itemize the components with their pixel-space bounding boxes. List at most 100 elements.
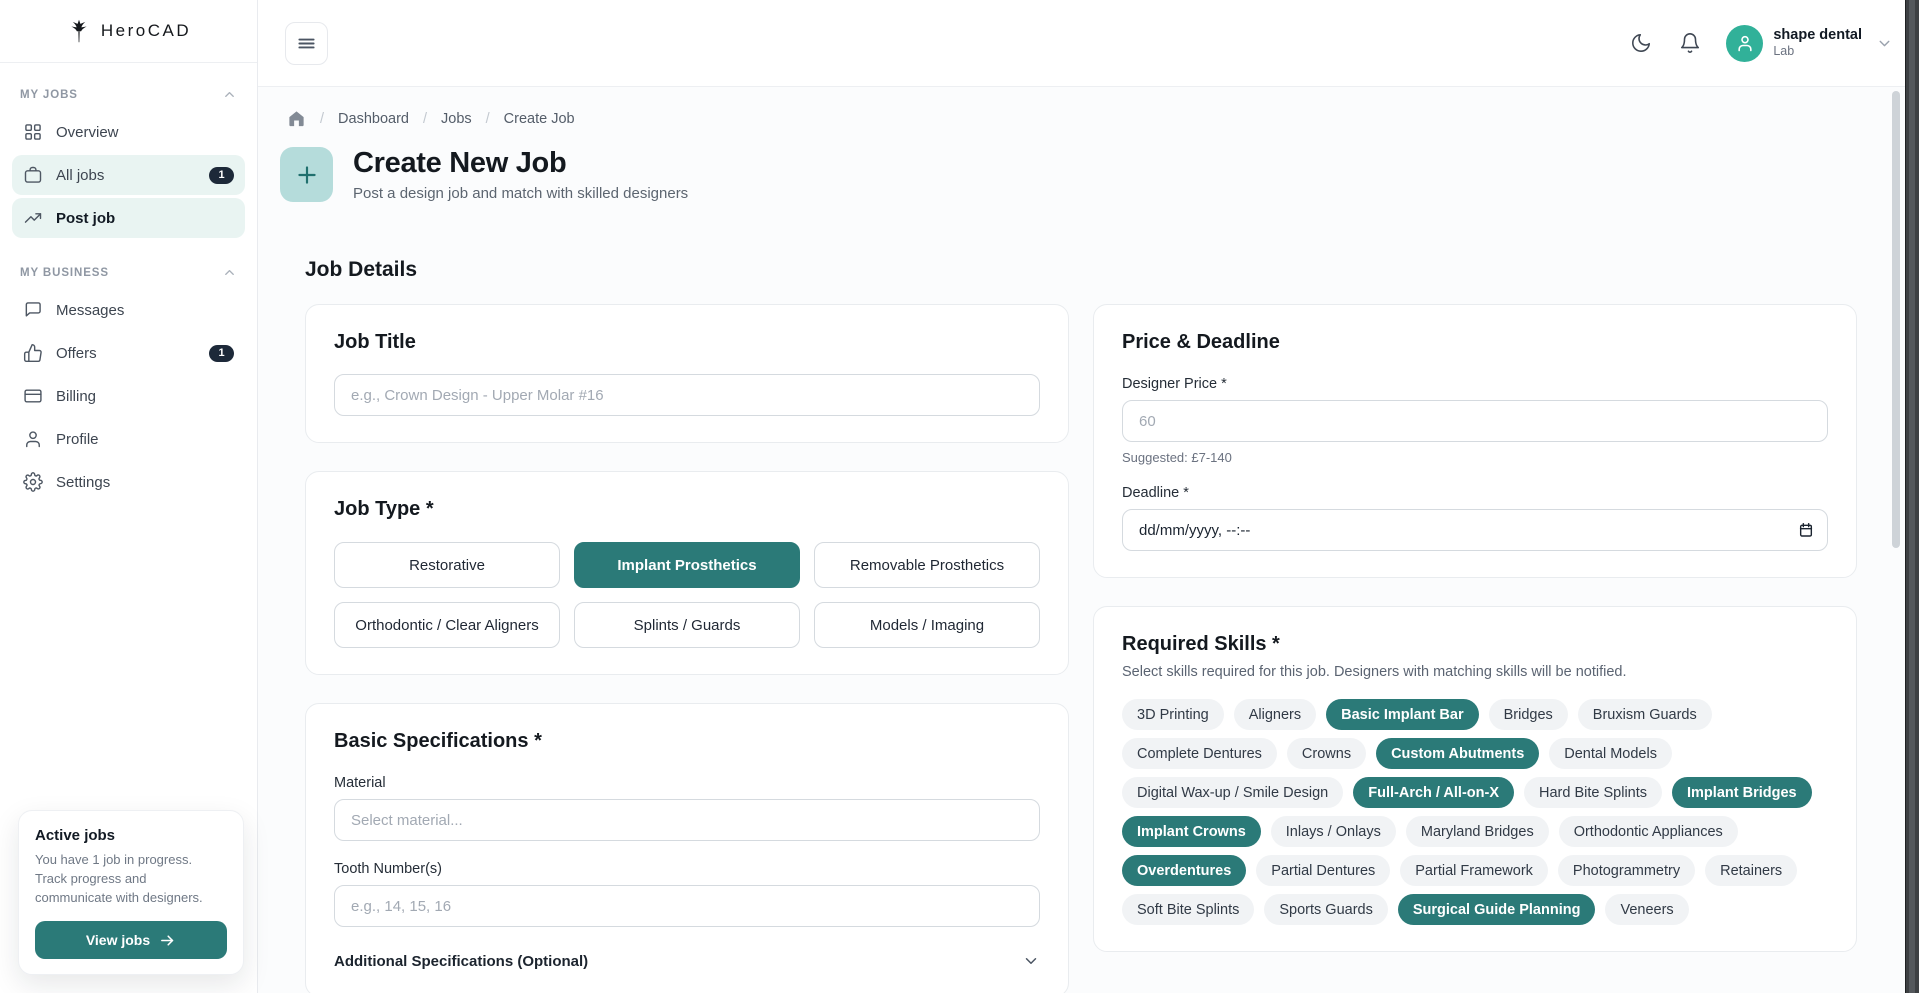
skill-chip-veneers[interactable]: Veneers	[1605, 894, 1689, 925]
sidebar-nav: MY JOBS Overview All jobs 1 Post job MY BUSIN…	[0, 63, 257, 505]
skill-chip-surgical-guide-planning[interactable]: Surgical Guide Planning	[1397, 894, 1596, 925]
sidebar-item-offers[interactable]: Offers 1	[12, 333, 245, 373]
user-menu[interactable]: shape dental Lab	[1726, 24, 1893, 62]
price-deadline-card: Price & Deadline Designer Price * Sugges…	[1093, 304, 1857, 578]
page-header: Create New Job Post a design job and mat…	[280, 147, 1857, 202]
dark-mode-button[interactable]	[1628, 30, 1654, 56]
right-column: Price & Deadline Designer Price * Sugges…	[1093, 304, 1857, 952]
menu-toggle-button[interactable]	[285, 21, 328, 65]
user-role: Lab	[1773, 44, 1795, 59]
job-title-input[interactable]	[334, 374, 1040, 416]
breadcrumb-separator: /	[485, 110, 490, 127]
skill-chip-retainers[interactable]: Retainers	[1705, 855, 1798, 886]
skill-chip-dental-models[interactable]: Dental Models	[1549, 738, 1672, 769]
skill-chip-crowns[interactable]: Crowns	[1286, 738, 1367, 769]
job-type-removable-prosthetics[interactable]: Removable Prosthetics	[814, 542, 1040, 588]
additional-specs-toggle[interactable]: Additional Specifications (Optional)	[334, 952, 1040, 970]
skill-chip-implant-crowns[interactable]: Implant Crowns	[1122, 816, 1261, 847]
designer-price-input[interactable]	[1122, 400, 1828, 442]
skill-chip-maryland-bridges[interactable]: Maryland Bridges	[1405, 816, 1549, 847]
briefcase-icon	[23, 165, 43, 185]
breadcrumb-item-create-job[interactable]: Create Job	[503, 110, 575, 127]
nav-section-label: MY BUSINESS	[20, 266, 109, 279]
trending-up-icon	[23, 208, 43, 228]
job-type-heading: Job Type *	[334, 498, 434, 520]
tooth-number-input[interactable]	[334, 885, 1040, 927]
skill-chip-full-arch-all-on-x[interactable]: Full-Arch / All-on-X	[1353, 777, 1515, 808]
skill-chip-implant-bridges[interactable]: Implant Bridges	[1672, 777, 1812, 808]
notifications-button[interactable]	[1677, 30, 1703, 56]
moon-icon	[1632, 33, 1651, 52]
skill-chip-sports-guards[interactable]: Sports Guards	[1264, 894, 1388, 925]
plus-icon	[280, 147, 333, 202]
deadline-input[interactable]	[1122, 509, 1828, 551]
skill-chip-custom-abutments[interactable]: Custom Abutments	[1376, 738, 1540, 769]
sidebar-item-label: Billing	[56, 387, 97, 405]
sidebar-item-post-job[interactable]: Post job	[12, 198, 245, 238]
job-title-card: Job Title	[305, 304, 1069, 443]
window-edge	[1905, 0, 1919, 993]
job-type-restorative[interactable]: Restorative	[334, 542, 560, 588]
chevron-up-icon	[225, 92, 234, 97]
chevron-up-icon	[225, 270, 234, 275]
brand-name: HeroCAD	[100, 21, 192, 40]
nav-section-header-my-jobs[interactable]: MY JOBS	[12, 77, 245, 112]
section-heading: Job Details	[305, 258, 418, 281]
skill-chip-complete-dentures[interactable]: Complete Dentures	[1122, 738, 1277, 769]
skill-chip-soft-bite-splints[interactable]: Soft Bite Splints	[1122, 894, 1255, 925]
basic-specs-card: Basic Specifications * Material Tooth Nu…	[305, 703, 1069, 993]
sidebar-item-label: Profile	[56, 430, 99, 448]
brand-logo[interactable]: HeroCAD	[0, 0, 257, 63]
main-area: shape dental Lab / Dashboard / Jobs / Cr…	[258, 0, 1919, 993]
breadcrumb-separator: /	[422, 110, 427, 127]
page-subtitle: Post a design job and match with skilled…	[353, 185, 689, 202]
job-type-options: Restorative Implant Prosthetics Removable …	[334, 542, 1040, 648]
skill-chip-photogrammetry[interactable]: Photogrammetry	[1557, 855, 1696, 886]
job-type-implant-prosthetics[interactable]: Implant Prosthetics	[574, 542, 800, 588]
sidebar-item-profile[interactable]: Profile	[12, 419, 245, 459]
gear-icon	[23, 472, 43, 492]
required-skills-subtitle: Select skills required for this job. Des…	[1122, 664, 1627, 680]
breadcrumb-item-dashboard[interactable]: Dashboard	[338, 110, 409, 127]
hamburger-icon	[298, 38, 315, 48]
price-deadline-heading: Price & Deadline	[1122, 331, 1280, 353]
skill-chip-basic-implant-bar[interactable]: Basic Implant Bar	[1326, 699, 1479, 730]
sidebar-item-label: All jobs	[56, 166, 105, 184]
sidebar-item-settings[interactable]: Settings	[12, 462, 245, 502]
sidebar: HeroCAD MY JOBS Overview All jobs 1 Post job…	[0, 0, 258, 993]
required-skills-heading: Required Skills *	[1122, 633, 1280, 655]
left-column: Job Title Job Type * Restorative Implant …	[305, 304, 1069, 993]
skill-chip-hard-bite-splints[interactable]: Hard Bite Splints	[1524, 777, 1663, 808]
sidebar-item-overview[interactable]: Overview	[12, 112, 245, 152]
skill-chip-partial-dentures[interactable]: Partial Dentures	[1256, 855, 1391, 886]
job-type-splints-guards[interactable]: Splints / Guards	[574, 602, 800, 648]
bell-icon	[1681, 33, 1700, 53]
skill-chip-partial-framework[interactable]: Partial Framework	[1400, 855, 1548, 886]
skill-chip-bruxism-guards[interactable]: Bruxism Guards	[1577, 699, 1712, 730]
topbar: shape dental Lab	[258, 0, 1919, 87]
material-input[interactable]	[334, 799, 1040, 841]
skill-chip-digital-wax-up-smile-design[interactable]: Digital Wax-up / Smile Design	[1122, 777, 1344, 808]
view-jobs-button[interactable]: View jobs	[35, 921, 227, 959]
nav-section-label: MY JOBS	[20, 88, 78, 101]
job-type-orthodontic-clear-aligners[interactable]: Orthodontic / Clear Aligners	[334, 602, 560, 648]
avatar	[1726, 24, 1764, 62]
skill-chip-overdentures[interactable]: Overdentures	[1122, 855, 1247, 886]
job-type-models-imaging[interactable]: Models / Imaging	[814, 602, 1040, 648]
thumbs-up-icon	[23, 343, 43, 363]
sidebar-item-billing[interactable]: Billing	[12, 376, 245, 416]
skill-chip-orthodontic-appliances[interactable]: Orthodontic Appliances	[1558, 816, 1738, 847]
skill-chip-bridges[interactable]: Bridges	[1488, 699, 1568, 730]
suggested-price-text: Suggested: £7-140	[1122, 450, 1232, 465]
breadcrumb-item-jobs[interactable]: Jobs	[441, 110, 472, 127]
home-icon[interactable]	[287, 109, 306, 128]
sidebar-item-all-jobs[interactable]: All jobs 1	[12, 155, 245, 195]
count-badge: 1	[209, 166, 234, 184]
skill-chip-inlays-onlays[interactable]: Inlays / Onlays	[1270, 816, 1396, 847]
nav-section-header-my-business[interactable]: MY BUSINESS	[12, 255, 245, 290]
skill-chip-aligners[interactable]: Aligners	[1233, 699, 1317, 730]
skill-chip-3d-printing[interactable]: 3D Printing	[1122, 699, 1224, 730]
page-scrollbar-thumb[interactable]	[1892, 91, 1900, 548]
sidebar-item-messages[interactable]: Messages	[12, 290, 245, 330]
credit-card-icon	[23, 386, 43, 406]
